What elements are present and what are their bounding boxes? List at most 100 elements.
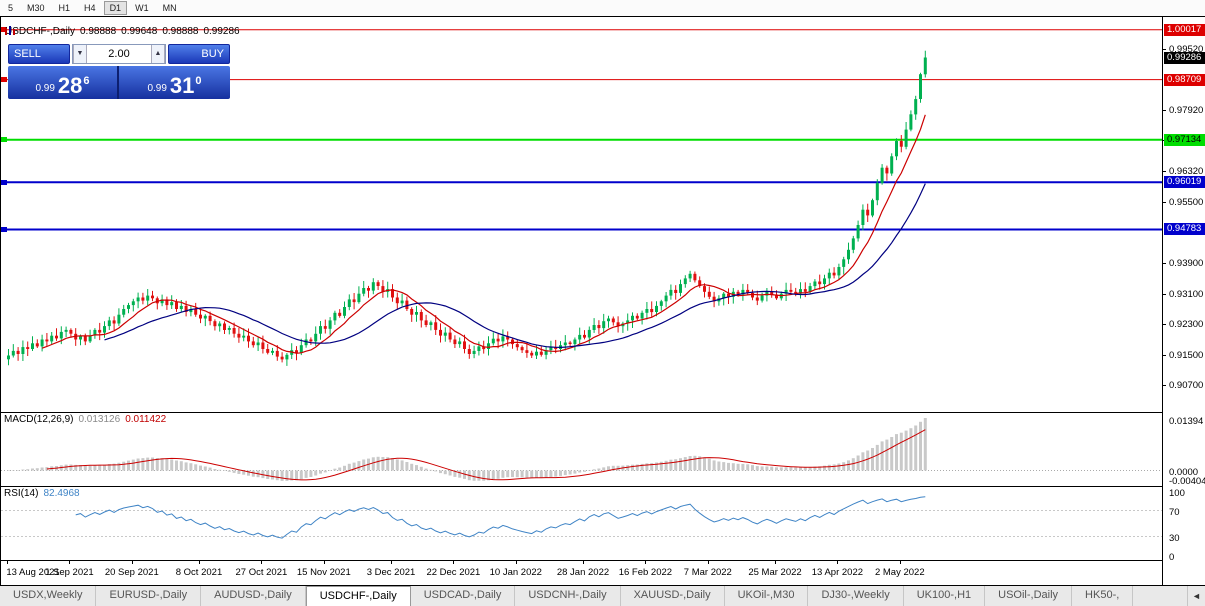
date-axis-label: 3 Dec 2021 xyxy=(366,567,416,578)
timeframe-button-5[interactable]: 5 xyxy=(8,3,14,13)
chart-tab-dj30-weekly[interactable]: DJ30-,Weekly xyxy=(808,586,904,606)
date-axis-tick xyxy=(261,561,263,564)
ma-slow-line xyxy=(104,183,926,349)
chart-tab-ukoil-m30[interactable]: UKOil-,M30 xyxy=(725,586,809,606)
buy-price-big: 31 xyxy=(169,73,195,98)
chart-symbol-label: USDCHF-,Daily xyxy=(5,26,75,37)
date-axis-tick xyxy=(899,561,901,564)
price-axis-tick xyxy=(1163,170,1166,172)
chart-tab-eurusd-daily[interactable]: EURUSD-,Daily xyxy=(96,586,202,606)
rsi-label: RSI(14) xyxy=(4,488,39,499)
buy-button[interactable]: BUY xyxy=(168,44,230,64)
date-axis-tick xyxy=(707,561,709,564)
date-axis-label: 8 Oct 2021 xyxy=(175,567,223,578)
hline-price-box: 0.96019 xyxy=(1164,176,1205,189)
price-chart-pane[interactable]: USDCHF-,Daily 0.98888 0.99648 0.98888 0.… xyxy=(1,17,1162,413)
price-axis-label: 0.91500 xyxy=(1169,349,1204,361)
date-axis-tick xyxy=(775,561,776,564)
price-axis-label: 0.90700 xyxy=(1169,380,1204,392)
hline-marker[interactable] xyxy=(1,226,7,232)
buy-price-display[interactable]: 0.99 31 0 xyxy=(119,66,230,99)
volume-increase-button[interactable]: ▲ xyxy=(151,45,165,63)
one-click-trading-panel: SELL ▼ 2.00 ▲ BUY 0.99 28 6 0.99 xyxy=(8,44,230,99)
sell-button[interactable]: SELL xyxy=(8,44,70,64)
date-axis-tick xyxy=(7,561,8,564)
tabbar-scroll-button[interactable]: ◄ xyxy=(1187,586,1205,606)
sell-price-display[interactable]: 0.99 28 6 xyxy=(8,66,119,99)
chart-tab-usdcad-daily[interactable]: USDCAD-,Daily xyxy=(411,586,516,606)
hline-price-box: 0.98709 xyxy=(1164,73,1205,86)
rsi-line xyxy=(75,496,926,539)
chart-tab-xauusd-daily[interactable]: XAUUSD-,Daily xyxy=(621,586,725,606)
chart-tabbar: USDX,Weekly EURUSD-,Daily AUDUSD-,Daily USD… xyxy=(0,586,1205,606)
date-axis-tick xyxy=(391,561,392,564)
price-axis-label: 0.92300 xyxy=(1169,319,1204,331)
current-price-box: 0.99286 xyxy=(1164,51,1205,64)
chart-tab-usdx-weekly[interactable]: USDX,Weekly xyxy=(0,586,97,606)
price-axis-label: 0.96320 xyxy=(1169,165,1204,177)
chart-tab-hk50-[interactable]: HK50-, xyxy=(1072,586,1134,606)
timeframe-button-h4[interactable]: H4 xyxy=(84,3,96,13)
volume-value[interactable]: 2.00 xyxy=(108,48,130,60)
date-axis-label: 15 Nov 2021 xyxy=(296,567,351,578)
volume-decrease-button[interactable]: ▼ xyxy=(73,45,87,63)
timeframe-button-mn[interactable]: MN xyxy=(162,3,177,13)
date-axis-label: 13 Aug 2021 xyxy=(6,567,60,578)
rsi-pane[interactable]: RSI(14) 82.4968 xyxy=(1,487,1162,561)
hline-marker[interactable] xyxy=(1,179,7,185)
chart-tab-usoil-daily[interactable]: USOil-,Daily xyxy=(985,586,1073,606)
timeframe-button-m30[interactable]: M30 xyxy=(27,3,45,13)
ohlc-high: 0.99648 xyxy=(121,26,158,37)
candles xyxy=(7,50,927,366)
macd-axis-label: 0.01394 xyxy=(1169,416,1204,427)
date-axis-tick xyxy=(323,561,325,564)
date-axis-tick xyxy=(131,561,133,564)
timeframe-button-d1[interactable]: D1 xyxy=(103,1,128,15)
price-axis-label: 0.93900 xyxy=(1169,258,1204,270)
macd-label-row: MACD(12,26,9) 0.013126 0.011422 xyxy=(4,414,166,425)
price-chart-canvas[interactable] xyxy=(1,17,1162,412)
macd-axis-label: 0.0000 xyxy=(1169,466,1199,478)
hline-marker[interactable] xyxy=(1,77,7,83)
chart-tab-audusd-daily[interactable]: AUDUSD-,Daily xyxy=(201,586,306,606)
date-axis-label: 2 May 2022 xyxy=(874,567,925,578)
date-axis[interactable]: 13 Aug 2021 1 Sep 2021 20 Sep 2021 8 Oct 20… xyxy=(1,561,1162,585)
macd-label: MACD(12,26,9) xyxy=(4,414,74,425)
hline-price-box: 0.97134 xyxy=(1164,133,1205,146)
ohlc-close: 0.99286 xyxy=(203,26,240,37)
date-axis-label: 7 Mar 2022 xyxy=(683,567,732,578)
ohlc-open: 0.98888 xyxy=(80,26,117,37)
chart-icon xyxy=(5,26,15,35)
date-axis-label: 10 Jan 2022 xyxy=(489,567,542,578)
price-axis-tick xyxy=(1163,385,1166,387)
date-axis-label: 16 Feb 2022 xyxy=(618,567,673,578)
price-axis-tick xyxy=(1163,48,1166,50)
date-axis-tick xyxy=(199,561,200,564)
hline-price-box: 0.94783 xyxy=(1164,223,1205,236)
chart-tab-uk100-h1[interactable]: UK100-,H1 xyxy=(904,586,986,606)
date-axis-label: 27 Oct 2021 xyxy=(235,567,288,578)
chart-tab-usdchf-daily[interactable]: USDCHF-,Daily xyxy=(305,586,411,606)
price-axis-label: 0.99520 xyxy=(1169,43,1204,55)
sell-price-big: 28 xyxy=(57,73,83,98)
price-axis-tick xyxy=(1163,324,1166,326)
timeframe-button-h1[interactable]: H1 xyxy=(58,3,71,13)
macd-canvas xyxy=(1,418,1162,481)
date-axis-tick xyxy=(837,561,839,564)
price-axis[interactable]: 0.995200.979200.971200.963200.955000.939… xyxy=(1162,17,1205,585)
buy-price-small: 0.99 xyxy=(147,83,167,94)
macd-main-value: 0.013126 xyxy=(78,414,121,425)
chart-region: USDCHF-,Daily 0.98888 0.99648 0.98888 0.… xyxy=(0,16,1205,586)
rsi-canvas xyxy=(1,496,1162,539)
date-axis-label: 1 Sep 2021 xyxy=(45,567,94,578)
date-axis-label: 28 Jan 2022 xyxy=(556,567,610,578)
hline-marker[interactable] xyxy=(1,137,7,143)
macd-histogram xyxy=(7,418,927,481)
rsi-axis-label: 70 xyxy=(1169,506,1180,518)
ma-fast-line xyxy=(41,114,926,354)
timeframe-button-w1[interactable]: W1 xyxy=(135,3,149,13)
chart-tab-usdcnh-daily[interactable]: USDCNH-,Daily xyxy=(515,586,621,606)
rsi-axis-label: 100 xyxy=(1169,488,1185,499)
macd-pane[interactable]: MACD(12,26,9) 0.013126 0.011422 xyxy=(1,413,1162,487)
hline-marker[interactable] xyxy=(1,27,7,33)
